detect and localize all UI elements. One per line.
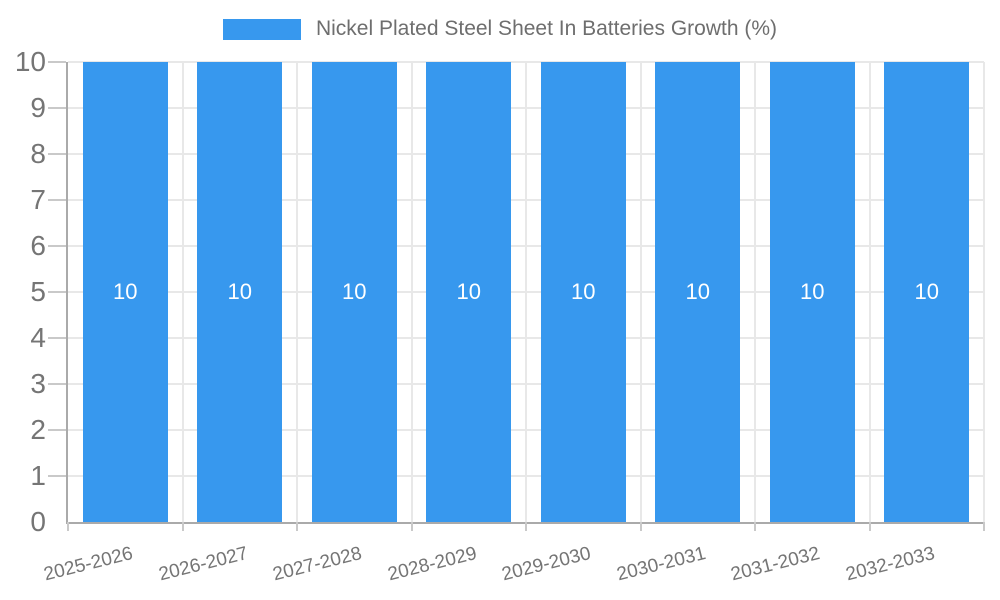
axis-tick	[48, 429, 66, 431]
y-axis-tick-label: 8	[30, 138, 46, 169]
gridline	[525, 62, 527, 522]
legend-label: Nickel Plated Steel Sheet In Batteries G…	[315, 17, 778, 40]
y-axis-tick-label: 0	[30, 506, 46, 537]
gridline	[296, 62, 298, 522]
axis-tick	[181, 522, 184, 531]
axis-tick	[410, 522, 413, 531]
axis-tick	[48, 153, 66, 155]
x-axis-tick-label: 2030-2031	[614, 543, 708, 586]
gridline	[983, 62, 985, 522]
y-axis-tick-label: 4	[30, 322, 46, 353]
bar-value-label: 10	[342, 279, 367, 304]
plot-area: 0 1 2 3 4 5 6 7 8 9 10 10 10 10 10 10 10 10 10	[15, 47, 985, 537]
axis-tick	[639, 522, 642, 531]
y-axis-tick-label: 5	[30, 276, 46, 307]
bar-value-label: 10	[800, 279, 825, 304]
x-axis-tick-label: 2028-2029	[385, 543, 479, 586]
y-axis-tick-label: 2	[30, 414, 46, 445]
bar[interactable]	[197, 62, 283, 522]
axis-tick	[48, 383, 66, 385]
axis-tick	[983, 522, 985, 531]
gridline	[410, 62, 413, 522]
x-axis-tick-label: 2027-2028	[271, 543, 365, 586]
bar[interactable]	[655, 62, 741, 522]
bar-value-label: 10	[571, 279, 596, 304]
axis-tick	[67, 522, 69, 531]
axis-tick	[48, 475, 66, 477]
gridline	[181, 62, 184, 522]
bar-value-label: 10	[914, 279, 939, 304]
bar[interactable]	[311, 62, 397, 522]
axis-tick	[754, 522, 756, 531]
bar-value-label: 10	[456, 279, 481, 304]
y-axis-tick-label: 9	[30, 92, 46, 123]
axis-tick	[48, 245, 66, 247]
bar-value-label: 10	[227, 279, 252, 304]
gridline	[754, 62, 756, 522]
x-axis-tick-label: 2031-2032	[729, 543, 823, 586]
axis-tick	[48, 61, 66, 63]
bar[interactable]	[884, 62, 970, 522]
gridline	[639, 62, 642, 522]
x-axis-tick-label: 2029-2030	[500, 543, 594, 586]
x-axis-tick-label: 2025-2026	[42, 543, 136, 586]
y-axis-tick-label: 7	[30, 184, 46, 215]
bar[interactable]	[82, 62, 168, 522]
axis-tick	[48, 199, 66, 201]
y-axis-tick-label: 3	[30, 368, 46, 399]
axis-tick	[868, 522, 871, 531]
axis-tick	[296, 522, 298, 531]
bar[interactable]	[426, 62, 512, 522]
y-axis-line	[66, 62, 68, 522]
axis-tick	[48, 107, 66, 109]
axis-tick	[48, 337, 66, 339]
y-axis-tick-label: 10	[14, 46, 46, 77]
y-axis-tick-label: 6	[30, 230, 46, 261]
legend-swatch	[222, 18, 301, 40]
axis-tick	[525, 522, 527, 531]
bar-value-label: 10	[113, 279, 138, 304]
bar[interactable]	[769, 62, 855, 522]
gridline	[868, 62, 871, 522]
bar[interactable]	[540, 62, 626, 522]
x-axis-tick-label: 2032-2033	[843, 543, 937, 586]
axis-tick	[48, 291, 66, 293]
legend: Nickel Plated Steel Sheet In Batteries G…	[0, 14, 1000, 44]
bar-value-label: 10	[685, 279, 710, 304]
y-axis-tick-label: 1	[30, 460, 46, 491]
x-axis-tick-label: 2026-2027	[156, 543, 250, 586]
